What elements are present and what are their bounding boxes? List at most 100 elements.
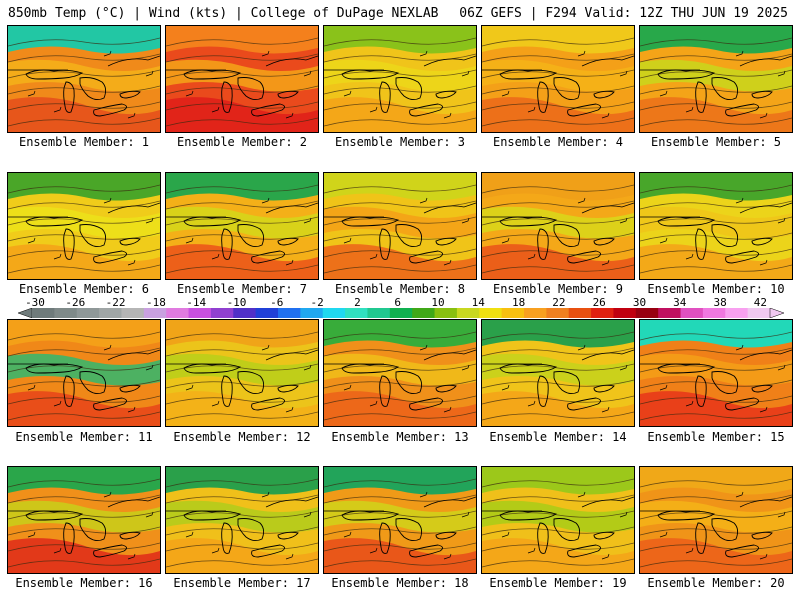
wind-barb bbox=[577, 491, 586, 498]
wind-barb bbox=[601, 112, 610, 119]
height-contour bbox=[324, 331, 476, 341]
great-lake-outline bbox=[395, 371, 423, 395]
wind-barb bbox=[127, 259, 136, 266]
colorbar-segment bbox=[591, 308, 614, 318]
height-contour bbox=[8, 558, 160, 568]
height-contour bbox=[482, 69, 634, 79]
warm-region bbox=[640, 97, 792, 132]
great-lake-outline bbox=[379, 228, 391, 260]
mid-temperature-band bbox=[482, 500, 634, 533]
colorbar-segment bbox=[345, 308, 368, 318]
height-contour bbox=[166, 347, 318, 357]
height-contour bbox=[8, 232, 160, 242]
mid-temperature-band bbox=[640, 59, 792, 92]
colorbar-segment bbox=[121, 308, 145, 318]
height-contour bbox=[8, 264, 160, 274]
temperature-colorbar bbox=[18, 308, 784, 318]
colorbar-tick-label: -14 bbox=[186, 296, 207, 309]
height-contour bbox=[8, 478, 160, 488]
height-contour bbox=[166, 216, 318, 226]
wind-barb bbox=[777, 511, 786, 518]
height-contour bbox=[640, 379, 792, 389]
height-contour bbox=[324, 37, 476, 47]
colorbar-tick-label: 2 bbox=[354, 296, 361, 309]
wind-barb bbox=[735, 50, 744, 57]
height-contour bbox=[640, 101, 792, 111]
height-contour bbox=[324, 101, 476, 111]
height-contour bbox=[8, 248, 160, 258]
great-lake-outline bbox=[277, 90, 299, 99]
height-contour bbox=[640, 494, 792, 504]
height-contour bbox=[324, 69, 476, 79]
colorbar-tick-label: 18 bbox=[511, 296, 526, 309]
height-contour bbox=[324, 53, 476, 63]
colorbar-tick-label: -10 bbox=[226, 296, 247, 309]
great-lake-outline bbox=[25, 510, 84, 521]
wind-barb bbox=[685, 400, 694, 407]
wind-barb bbox=[577, 197, 586, 204]
wind-barb bbox=[501, 90, 510, 97]
wind-barb bbox=[103, 50, 112, 57]
cool-region bbox=[8, 173, 160, 201]
great-lake-outline bbox=[277, 237, 299, 246]
ensemble-member-map bbox=[7, 172, 161, 280]
great-lake-outline bbox=[277, 531, 299, 540]
height-contour bbox=[166, 37, 318, 47]
height-contour bbox=[482, 184, 634, 194]
height-contour bbox=[8, 117, 160, 127]
great-lake-outline bbox=[93, 397, 127, 411]
colorbar-tick-label: -2 bbox=[310, 296, 324, 309]
ensemble-member-map bbox=[323, 172, 477, 280]
colorbar-segment bbox=[210, 308, 234, 318]
cool-region bbox=[8, 26, 160, 54]
wind-barb bbox=[735, 491, 744, 498]
cool-region bbox=[640, 320, 792, 348]
great-lake-outline bbox=[593, 531, 615, 540]
height-contour bbox=[640, 264, 792, 274]
great-lake-outline bbox=[79, 518, 107, 542]
great-lake-outline bbox=[711, 224, 739, 248]
ensemble-member-map bbox=[165, 319, 319, 427]
wind-barb bbox=[285, 553, 294, 560]
colorbar-segment bbox=[188, 308, 212, 318]
wind-barb bbox=[53, 253, 62, 260]
ensemble-member-label: Ensemble Member: 19 bbox=[489, 576, 627, 590]
colorbar-tick-label: 14 bbox=[471, 296, 485, 309]
wind-barb bbox=[369, 547, 378, 554]
great-lake-outline bbox=[237, 77, 265, 101]
cool-region bbox=[166, 467, 318, 495]
height-contour bbox=[324, 395, 476, 405]
warm-region bbox=[8, 538, 160, 573]
height-contour bbox=[324, 558, 476, 568]
colorbar-segment bbox=[367, 308, 391, 318]
ensemble-member-label: Ensemble Member: 13 bbox=[331, 430, 469, 444]
great-lake-outline bbox=[409, 544, 443, 558]
cool-region bbox=[8, 320, 160, 348]
wind-barb bbox=[577, 344, 586, 351]
colorbar-segment bbox=[524, 308, 547, 318]
great-lake-outline bbox=[567, 397, 601, 411]
colorbar-segment bbox=[456, 308, 480, 318]
great-lake-outline bbox=[183, 216, 242, 227]
height-contour bbox=[482, 232, 634, 242]
height-contour bbox=[640, 216, 792, 226]
ensemble-member-map bbox=[639, 25, 793, 133]
height-contour bbox=[324, 542, 476, 552]
height-contour bbox=[482, 379, 634, 389]
height-contour bbox=[640, 395, 792, 405]
colorbar-min-arrow bbox=[18, 308, 33, 318]
wind-barb bbox=[501, 384, 510, 391]
wind-barb bbox=[343, 90, 352, 97]
ensemble-member-map bbox=[165, 172, 319, 280]
mid-temperature-band bbox=[166, 59, 318, 92]
height-contour bbox=[8, 53, 160, 63]
ensemble-member-label: Ensemble Member: 17 bbox=[173, 576, 311, 590]
wind-barb bbox=[659, 90, 668, 97]
height-contour bbox=[166, 200, 318, 210]
colorbar-segment bbox=[568, 308, 592, 318]
great-lake-outline bbox=[567, 250, 601, 264]
colorbar-segment bbox=[233, 308, 257, 318]
warm-region bbox=[166, 97, 318, 132]
wind-barb bbox=[419, 197, 428, 204]
wind-barb bbox=[103, 344, 112, 351]
